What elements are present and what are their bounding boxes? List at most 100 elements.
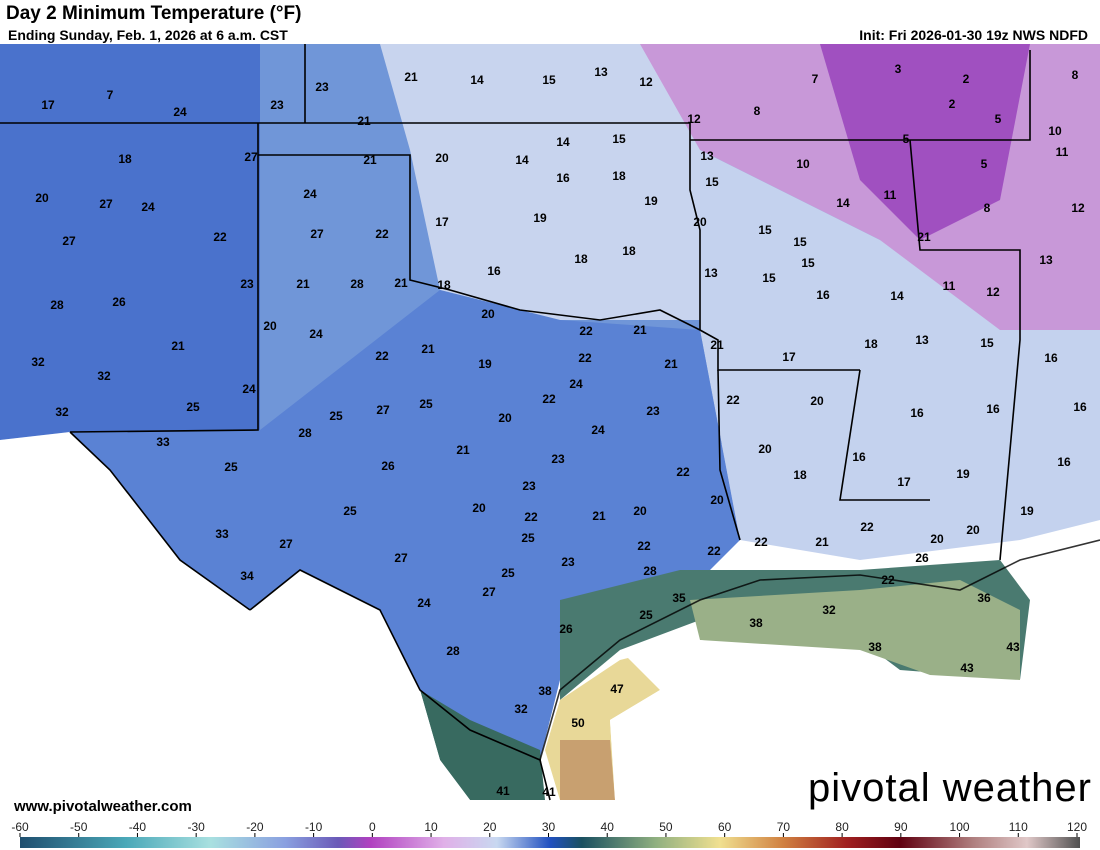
temperature-label: 25 xyxy=(419,397,433,411)
temperature-label: 15 xyxy=(980,336,994,350)
temperature-label: 22 xyxy=(375,227,389,241)
temperature-label: 19 xyxy=(956,467,970,481)
border xyxy=(839,369,930,501)
temperature-label: 15 xyxy=(612,132,626,146)
temperature-label: 25 xyxy=(501,566,515,580)
temperature-label: 50 xyxy=(571,716,585,730)
fill xyxy=(560,740,615,800)
colorbar-label: -60 xyxy=(11,820,29,834)
colorbar-label: -10 xyxy=(305,820,323,834)
temperature-label: 18 xyxy=(437,278,451,292)
temperature-label: 21 xyxy=(592,509,606,523)
temperature-label: 12 xyxy=(639,75,653,89)
temperature-label: 16 xyxy=(1057,455,1071,469)
temperature-label: 21 xyxy=(363,153,377,167)
temperature-label: 20 xyxy=(966,523,980,537)
temperature-label: 16 xyxy=(852,450,866,464)
temperature-label: 7 xyxy=(812,72,819,86)
temperature-label: 13 xyxy=(700,149,714,163)
temperature-label: 16 xyxy=(816,288,830,302)
temperature-label: 32 xyxy=(822,603,836,617)
temperature-label: 14 xyxy=(556,135,570,149)
temperature-label: 7 xyxy=(107,88,114,102)
colorbar-label: -30 xyxy=(187,820,205,834)
temperature-label: 20 xyxy=(435,151,449,165)
temperature-label: 5 xyxy=(995,112,1002,126)
temperature-label: 24 xyxy=(141,200,155,214)
temperature-label: 18 xyxy=(864,337,878,351)
temperature-label: 11 xyxy=(1056,145,1069,159)
temperature-label: 24 xyxy=(173,105,187,119)
temperature-label: 28 xyxy=(643,564,657,578)
temperature-label: 28 xyxy=(50,298,64,312)
temperature-label: 21 xyxy=(710,338,724,352)
temperature-label: 22 xyxy=(542,392,556,406)
fill xyxy=(700,150,1100,560)
temperature-label: 21 xyxy=(815,535,829,549)
temperature-label: 23 xyxy=(646,404,660,418)
temperature-label: 11 xyxy=(943,279,956,293)
temperature-label: 22 xyxy=(707,544,721,558)
colorbar-label: 60 xyxy=(718,820,732,834)
colorbar-label: 20 xyxy=(483,820,497,834)
temperature-label: 35 xyxy=(672,591,686,605)
border xyxy=(909,139,1021,561)
temperature-label: 10 xyxy=(1048,124,1062,138)
temperature-label: 13 xyxy=(704,266,718,280)
temperature-label: 22 xyxy=(754,535,768,549)
temperature-label: 21 xyxy=(917,230,931,244)
temperature-label: 26 xyxy=(112,295,126,309)
colorbar-label: 120 xyxy=(1067,820,1087,834)
fill xyxy=(0,44,260,440)
temperature-label: 21 xyxy=(404,70,418,84)
temperature-label: 12 xyxy=(687,112,701,126)
temperature-label: 17 xyxy=(435,215,449,229)
temperature-label: 18 xyxy=(118,152,132,166)
temperature-label: 20 xyxy=(633,504,647,518)
border xyxy=(258,154,860,371)
temperature-label: 22 xyxy=(637,539,651,553)
temperature-label: 22 xyxy=(881,573,895,587)
temperature-label: 33 xyxy=(156,435,170,449)
temperature-label: 20 xyxy=(810,394,824,408)
colorbar-label: -40 xyxy=(129,820,147,834)
border xyxy=(69,123,259,433)
title: Day 2 Minimum Temperature (°F) xyxy=(6,3,302,24)
colorbar-label: 30 xyxy=(542,820,556,834)
colorbar-label: 90 xyxy=(894,820,908,834)
temperature-label: 13 xyxy=(915,333,929,347)
fill xyxy=(690,580,1020,680)
border xyxy=(0,122,701,330)
temperature-label: 17 xyxy=(897,475,911,489)
temperature-label: 13 xyxy=(1039,253,1053,267)
temperature-label: 25 xyxy=(224,460,238,474)
temperature-label: 20 xyxy=(472,501,486,515)
temperature-label: 41 xyxy=(496,784,510,798)
temperature-label: 18 xyxy=(574,252,588,266)
temperature-label: 23 xyxy=(270,98,284,112)
subtitle: Ending Sunday, Feb. 1, 2026 at 6 a.m. CS… xyxy=(8,27,288,43)
temperature-label: 25 xyxy=(329,409,343,423)
border xyxy=(717,369,741,541)
coast xyxy=(539,539,1100,761)
colorbar-label: 110 xyxy=(1009,820,1028,834)
temperature-label: 22 xyxy=(213,230,227,244)
temperature-label: 24 xyxy=(569,377,583,391)
temperature-label: 19 xyxy=(1020,504,1034,518)
colorbar-label: 50 xyxy=(659,820,673,834)
temperature-label: 20 xyxy=(930,532,944,546)
temperature-label: 25 xyxy=(343,504,357,518)
temperature-label: 13 xyxy=(594,65,608,79)
temperature-label: 14 xyxy=(515,153,529,167)
temperature-label: 5 xyxy=(981,157,988,171)
temperature-label: 27 xyxy=(310,227,324,241)
temperature-label: 21 xyxy=(296,277,310,291)
temperature-label: 15 xyxy=(793,235,807,249)
temperature-label: 16 xyxy=(910,406,924,420)
temperature-label: 14 xyxy=(890,289,904,303)
website: www.pivotalweather.com xyxy=(14,798,192,815)
temperature-label: 15 xyxy=(801,256,815,270)
temperature-label: 23 xyxy=(315,80,329,94)
colorbar-label: -20 xyxy=(246,820,264,834)
border xyxy=(69,431,251,611)
